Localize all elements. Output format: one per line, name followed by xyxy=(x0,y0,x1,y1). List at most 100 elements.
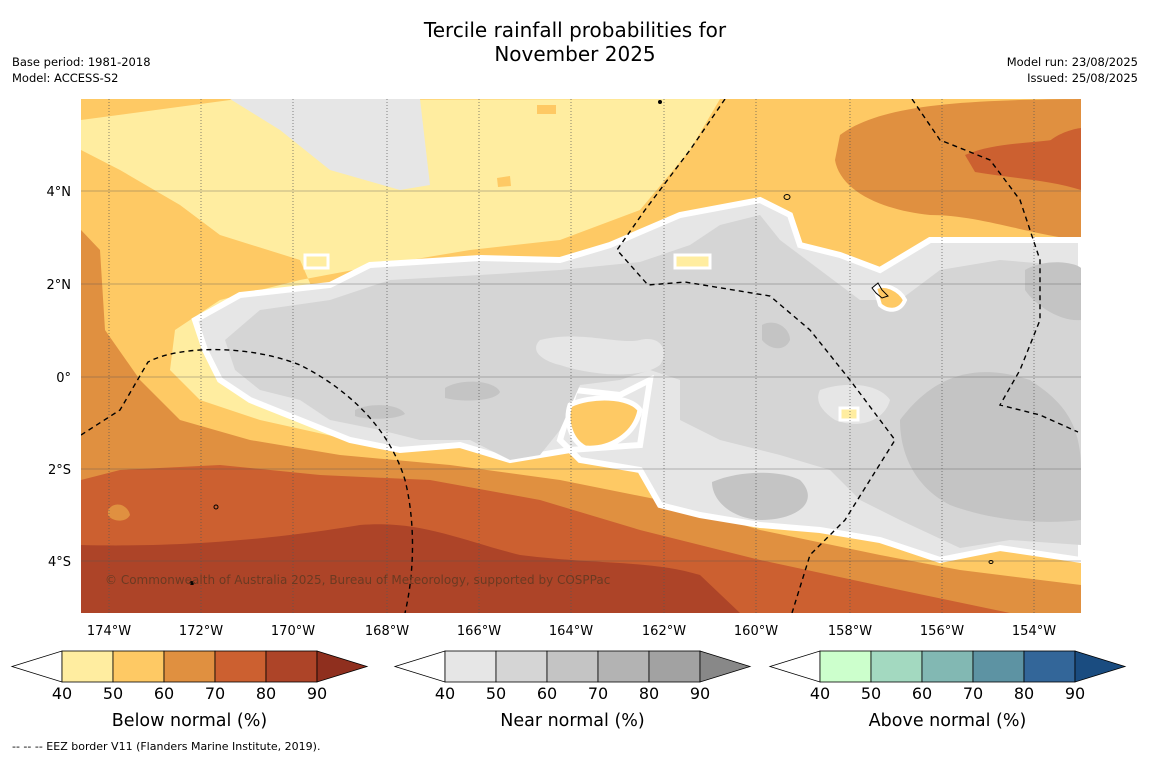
region-near-60-f xyxy=(762,322,790,349)
colorbar-tick-label: 70 xyxy=(963,684,983,703)
colorbar-segment xyxy=(214,650,267,683)
region-near-40-nw xyxy=(230,99,430,190)
colorbar-label: Near normal (%) xyxy=(500,711,645,731)
x-tick-label: 172°W xyxy=(179,624,223,639)
colorbar-segment xyxy=(819,650,872,683)
chart-title: Tercile rainfall probabilities for Novem… xyxy=(0,18,1150,66)
x-tick-label: 158°W xyxy=(828,624,872,639)
x-tick-label: 156°W xyxy=(920,624,964,639)
colorbar-segment xyxy=(444,650,497,683)
probability-field xyxy=(81,99,1081,613)
islands xyxy=(189,100,994,585)
region-near-60-e xyxy=(1025,262,1081,321)
region-below-50-patch2 xyxy=(872,283,908,312)
y-axis-labels: 4°N 2°N 0° 2°S 4°S xyxy=(47,185,72,570)
region-below-70-ne2 xyxy=(1045,128,1081,185)
x-tick-label: 170°W xyxy=(271,624,315,639)
colorbar-tick-label: 90 xyxy=(690,684,710,703)
colorbar-tick-label: 90 xyxy=(307,684,327,703)
colorbar-segment xyxy=(972,650,1025,683)
colorbar-tick-label: 50 xyxy=(103,684,123,703)
region-below-40-patch4 xyxy=(673,253,712,270)
colorbar-min-triangle xyxy=(393,650,446,683)
eez-border-east xyxy=(911,99,1079,433)
x-tick-label: 166°W xyxy=(457,624,501,639)
colorbar-tick-label: 60 xyxy=(537,684,557,703)
colorbar-segment xyxy=(163,650,216,683)
colorbar-near: 40 50 60 70 80 90 Near normal (%) xyxy=(393,650,752,731)
y-tick-label: 2°S xyxy=(48,463,71,478)
colorbar-segment xyxy=(495,650,548,683)
colorbar-segment xyxy=(265,650,318,683)
colorbar-segment xyxy=(870,650,923,683)
colorbar-tick-label: 50 xyxy=(861,684,881,703)
x-tick-label: 154°W xyxy=(1012,624,1056,639)
eez-border-central xyxy=(616,99,896,613)
copyright-text: © Commonwealth of Australia 2025, Bureau… xyxy=(105,573,610,587)
meta-left: Base period: 1981-2018 Model: ACCESS-S2 xyxy=(12,54,151,86)
colorbar-tick-label: 60 xyxy=(912,684,932,703)
colorbar-max-triangle xyxy=(699,650,752,683)
y-tick-label: 4°S xyxy=(48,555,71,570)
colorbar-tick-label: 40 xyxy=(435,684,455,703)
colorbar-segment xyxy=(648,650,701,683)
x-tick-label: 174°W xyxy=(87,624,131,639)
colorbar-min-triangle xyxy=(768,650,821,683)
colorbar-tick-label: 70 xyxy=(588,684,608,703)
y-tick-label: 0° xyxy=(56,371,71,386)
colorbar-max-triangle xyxy=(1074,650,1127,683)
colorbar-tick-label: 80 xyxy=(1014,684,1034,703)
colorbar-tick-label: 90 xyxy=(1065,684,1085,703)
y-tick-label: 4°N xyxy=(47,185,72,200)
gridlines xyxy=(81,99,1081,613)
region-below-50-patch8 xyxy=(497,176,511,187)
model-name: Model: ACCESS-S2 xyxy=(12,71,119,85)
y-tick-label: 2°N xyxy=(47,278,72,293)
colorbar-above: 40 50 60 70 80 90 Above normal (%) xyxy=(768,650,1127,731)
issued-date: Issued: 25/08/2025 xyxy=(1027,71,1138,85)
colorbar-segment xyxy=(112,650,165,683)
colorbar-tick-label: 80 xyxy=(639,684,659,703)
region-near-40-inner xyxy=(536,336,664,375)
region-below-60-patch6 xyxy=(108,504,130,521)
x-axis-labels: 174°W 172°W 170°W 168°W 166°W 164°W 162°W 160°W… xyxy=(87,624,1056,639)
title-line-1: Tercile rainfall probabilities for xyxy=(423,18,727,42)
eez-borders xyxy=(81,99,1079,613)
colorbar-tick-label: 60 xyxy=(154,684,174,703)
colorbar-below: 40 50 60 70 80 90 Below normal (%) xyxy=(10,650,369,731)
colorbars: 40 50 60 70 80 90 Below normal (%) 40 50 60 70 80 90… xyxy=(10,650,1127,731)
title-line-2: November 2025 xyxy=(494,42,656,66)
colorbar-segment xyxy=(1023,650,1076,683)
region-near-60-a xyxy=(445,381,500,401)
region-near-60-c xyxy=(900,372,1081,522)
colorbar-segment xyxy=(61,650,114,683)
base-period: Base period: 1981-2018 xyxy=(12,55,151,69)
region-below-50-patch1 xyxy=(565,395,643,451)
colorbar-tick-label: 40 xyxy=(810,684,830,703)
colorbar-segment xyxy=(921,650,974,683)
colorbar-tick-label: 40 xyxy=(52,684,72,703)
region-near-40-e xyxy=(818,384,890,424)
colorbar-min-triangle xyxy=(10,650,63,683)
colorbar-tick-label: 80 xyxy=(256,684,276,703)
colorbar-label: Above normal (%) xyxy=(869,711,1027,731)
footer-note: -- -- -- EEZ border V11 (Flanders Marine… xyxy=(12,740,321,753)
x-tick-label: 164°W xyxy=(549,624,593,639)
colorbar-segment xyxy=(546,650,599,683)
region-near-50 xyxy=(225,215,1081,548)
model-run: Model run: 23/08/2025 xyxy=(1006,55,1138,69)
x-tick-label: 168°W xyxy=(365,624,409,639)
region-below-60-ne xyxy=(835,99,1081,240)
x-tick-label: 162°W xyxy=(642,624,686,639)
region-near-60-d xyxy=(712,472,808,520)
colorbar-label: Below normal (%) xyxy=(112,711,267,731)
x-tick-label: 160°W xyxy=(734,624,778,639)
meta-right: Model run: 23/08/2025 Issued: 25/08/2025 xyxy=(1007,54,1138,86)
region-below-80 xyxy=(81,524,740,613)
colorbar-tick-label: 50 xyxy=(486,684,506,703)
region-below-50-patch7 xyxy=(537,105,556,114)
region-below-40-patch5 xyxy=(303,253,330,270)
region-below-40-patch3 xyxy=(838,406,860,422)
colorbar-max-triangle xyxy=(316,650,369,683)
